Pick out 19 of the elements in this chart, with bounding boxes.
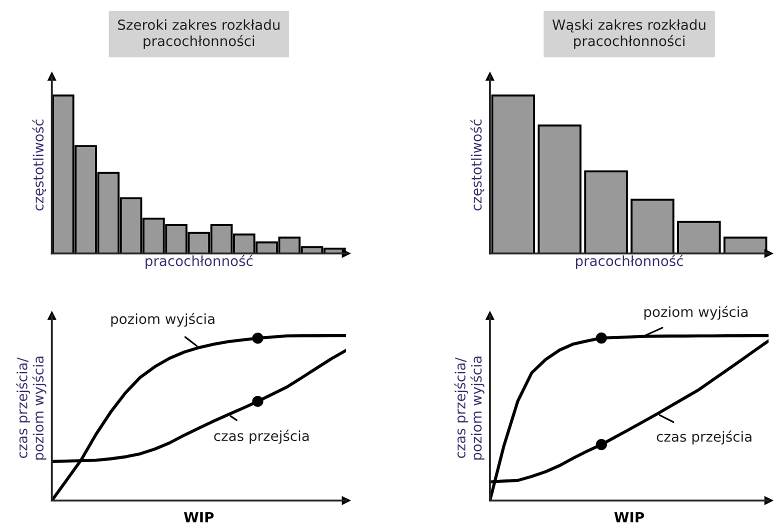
chart-title: Szeroki zakres rozkładu pracochłonności bbox=[118, 19, 280, 49]
bar bbox=[538, 124, 582, 254]
y-axis-title: czas przejścia/ poziom wyjścia bbox=[16, 356, 46, 460]
bar bbox=[584, 170, 628, 254]
y-axis-title: częstotliwość bbox=[470, 120, 484, 211]
text: poziom wyjścia bbox=[111, 312, 214, 327]
x-axis-title: pracochłonność bbox=[146, 254, 253, 269]
y-axis-title: czas przejścia/ poziom wyjścia bbox=[454, 356, 484, 460]
x-axis-title: WIP bbox=[614, 512, 644, 522]
bar bbox=[630, 198, 674, 254]
text: poziom wyjścia bbox=[644, 306, 748, 320]
x-axis-title: WIP bbox=[184, 512, 214, 522]
y-axis-title: częstotliwość bbox=[32, 120, 46, 211]
annotation: czas przejścia bbox=[656, 430, 752, 445]
chart-title: Wąski zakres rozkładu pracochłonności bbox=[552, 19, 706, 49]
bar bbox=[677, 220, 721, 254]
x-axis-title: pracochłonność bbox=[576, 254, 683, 269]
bar bbox=[491, 94, 536, 254]
annotation: czas przejścia bbox=[214, 430, 309, 444]
